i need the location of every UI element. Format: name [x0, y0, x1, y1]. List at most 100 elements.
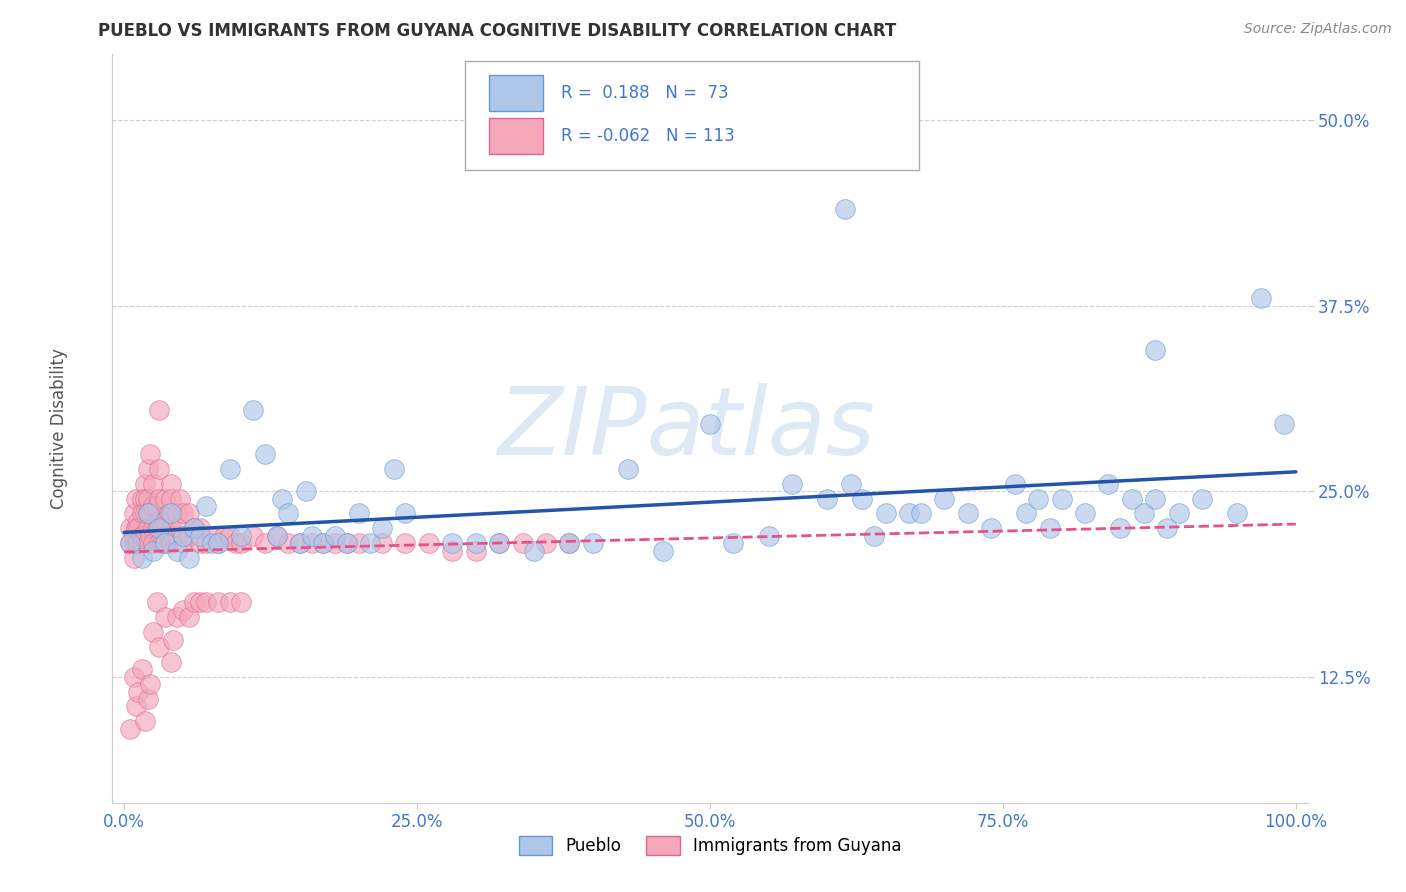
Point [160, 655, 183, 669]
Point [382, 462, 405, 476]
Point [166, 543, 188, 558]
Point [155, 536, 177, 550]
Point [1156, 521, 1178, 535]
Point [183, 521, 205, 535]
Point [120, 521, 141, 535]
Point [127, 684, 149, 698]
Point [146, 521, 169, 535]
Point [851, 491, 873, 506]
Point [169, 521, 191, 535]
Point [512, 536, 534, 550]
Point [1167, 507, 1189, 521]
Point [277, 507, 299, 521]
Point [652, 543, 675, 558]
Point [301, 529, 323, 543]
Point [155, 491, 177, 506]
Point [1132, 507, 1154, 521]
Point [125, 521, 148, 535]
Legend: Pueblo, Immigrants from Guyana: Pueblo, Immigrants from Guyana [512, 830, 908, 862]
Point [1144, 343, 1167, 358]
Point [150, 521, 173, 535]
Point [122, 551, 145, 566]
Point [336, 536, 359, 550]
Point [253, 536, 276, 550]
Point [242, 529, 264, 543]
Point [139, 447, 162, 461]
Point [815, 491, 838, 506]
Point [301, 536, 323, 550]
Point [166, 507, 188, 521]
Point [218, 529, 240, 543]
Point [131, 551, 153, 566]
Point [183, 595, 205, 609]
Point [148, 491, 170, 506]
Text: Cognitive Disability: Cognitive Disability [49, 348, 67, 508]
Point [148, 514, 170, 528]
Point [172, 529, 194, 543]
Point [146, 499, 169, 513]
Point [266, 529, 288, 543]
Point [617, 462, 640, 476]
Point [1191, 491, 1213, 506]
Point [839, 476, 862, 491]
Point [142, 625, 165, 640]
Point [131, 536, 153, 550]
Point [207, 536, 229, 550]
Text: R = -0.062   N = 113: R = -0.062 N = 113 [561, 127, 734, 145]
Point [558, 536, 581, 550]
Point [177, 610, 200, 624]
Point [898, 507, 921, 521]
Point [288, 536, 311, 550]
Point [441, 543, 464, 558]
Point [136, 692, 159, 706]
Point [136, 491, 159, 506]
Point [127, 521, 149, 535]
Point [142, 499, 165, 513]
Point [136, 462, 159, 476]
Point [131, 529, 153, 543]
Point [142, 543, 165, 558]
Point [160, 521, 183, 535]
Point [288, 536, 311, 550]
Point [875, 507, 897, 521]
Point [127, 536, 149, 550]
Point [956, 507, 979, 521]
Point [699, 417, 721, 432]
Point [142, 476, 165, 491]
Text: PUEBLO VS IMMIGRANTS FROM GUYANA COGNITIVE DISABILITY CORRELATION CHART: PUEBLO VS IMMIGRANTS FROM GUYANA COGNITI… [98, 22, 897, 40]
Point [1121, 491, 1143, 506]
Point [218, 595, 240, 609]
Point [160, 536, 183, 550]
Point [359, 536, 381, 550]
Point [172, 536, 194, 550]
Point [183, 521, 205, 535]
Point [1097, 476, 1119, 491]
Point [136, 507, 159, 521]
FancyBboxPatch shape [489, 75, 543, 112]
Point [148, 536, 170, 550]
Point [934, 491, 956, 506]
Point [218, 462, 240, 476]
Point [134, 476, 156, 491]
Point [120, 722, 141, 736]
Point [150, 536, 173, 550]
Point [188, 536, 212, 550]
Point [134, 529, 156, 543]
Point [201, 536, 224, 550]
Point [1026, 491, 1049, 506]
Point [834, 202, 856, 217]
Point [157, 529, 180, 543]
Point [160, 476, 183, 491]
Point [323, 536, 346, 550]
Point [122, 529, 145, 543]
Point [139, 677, 162, 691]
Point [418, 536, 440, 550]
Point [201, 529, 224, 543]
Point [148, 402, 170, 417]
Point [155, 610, 177, 624]
Point [464, 543, 486, 558]
Point [162, 529, 184, 543]
Point [148, 640, 170, 654]
Point [122, 507, 145, 521]
Point [488, 536, 510, 550]
